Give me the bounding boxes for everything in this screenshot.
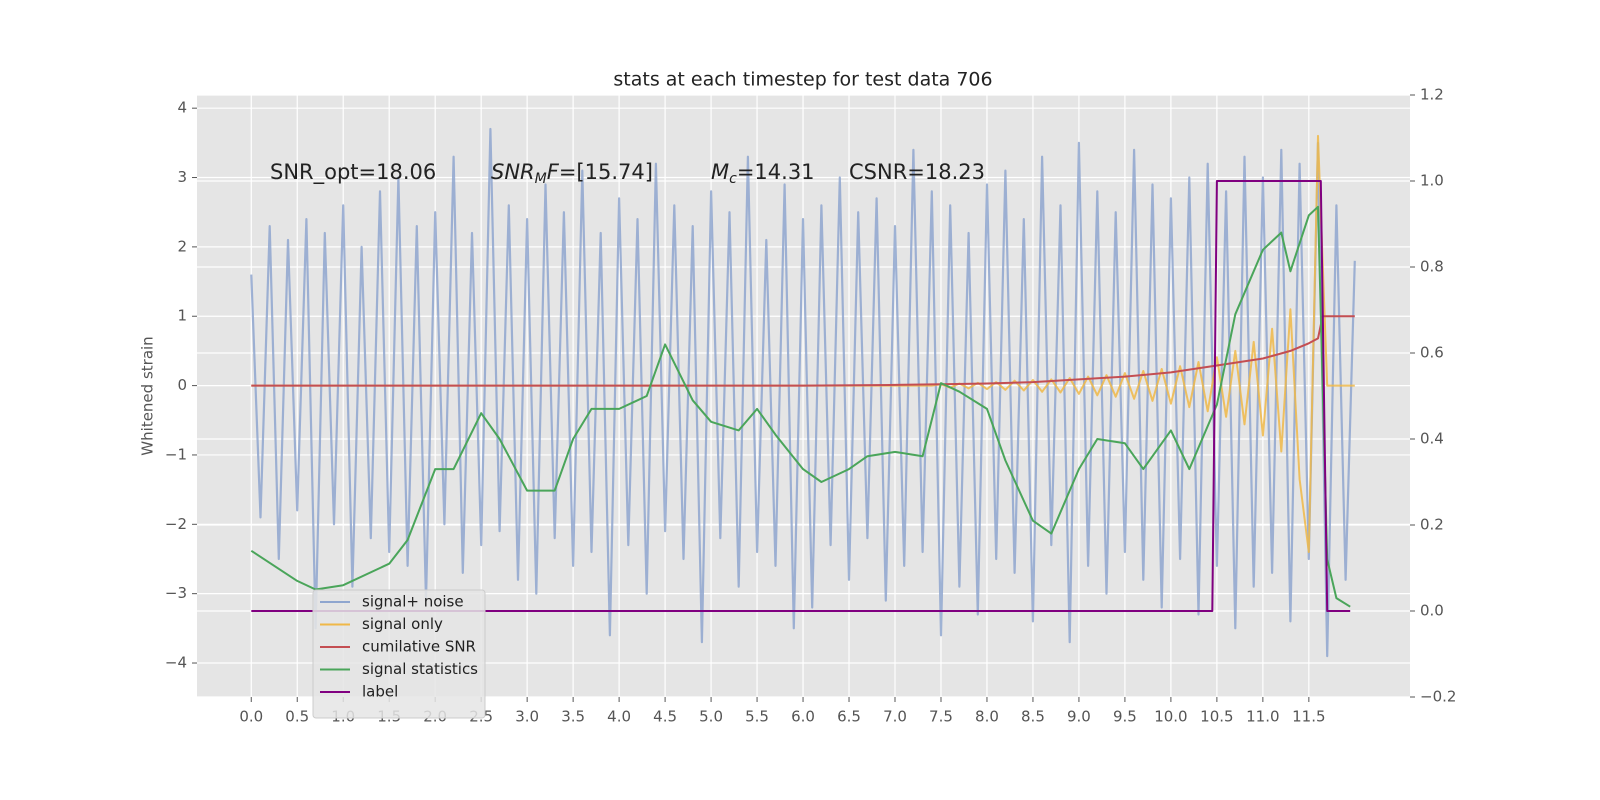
annotations: SNR_opt=18.06 SNRMF=[15.74] Mc=14.31 CSNR=1… xyxy=(270,160,985,187)
legend: signal+ noise signal only cumilative SNR si… xyxy=(312,589,486,719)
x-tick-label: 6.0 xyxy=(791,708,815,726)
y-tick-label: 3 xyxy=(177,168,187,186)
series-line xyxy=(251,315,1355,387)
x-tick-label: 7.0 xyxy=(883,708,907,726)
y-tick-label: −2 xyxy=(165,515,187,533)
x-tick-label: 9.0 xyxy=(1067,708,1091,726)
annotation-text: SNR_opt=18.06 xyxy=(270,160,436,185)
x-tick-label: 5.0 xyxy=(699,708,723,726)
y2-tick-label: 1.0 xyxy=(1420,172,1444,190)
y2-tick-label: 0.2 xyxy=(1420,516,1444,534)
annotation-text: F xyxy=(547,160,560,184)
annotation: SNRMF=[15.74] xyxy=(491,160,653,187)
y2-tick-label: 0.8 xyxy=(1420,258,1444,276)
y2-tick-label: −0.2 xyxy=(1420,688,1456,706)
legend-box xyxy=(312,589,486,719)
annotation-sub: c xyxy=(729,171,737,187)
x-tick-label: 5.5 xyxy=(745,708,769,726)
legend-label: signal+ noise xyxy=(362,593,464,611)
chart-title: stats at each timestep for test data 706 xyxy=(613,69,992,91)
x-tick-label: 3.0 xyxy=(515,708,539,726)
legend-label: signal only xyxy=(362,615,443,633)
x-tick-label: 4.5 xyxy=(653,708,677,726)
x-tick-label: 0.0 xyxy=(239,708,263,726)
y2-tick-label: 1.2 xyxy=(1420,86,1444,104)
y-tick-label: 4 xyxy=(177,99,187,117)
y2-tick-label: 0.4 xyxy=(1420,430,1444,448)
ticks: 0.00.51.01.52.02.53.03.54.04.55.05.56.06… xyxy=(165,86,1457,726)
plot-lines xyxy=(250,127,1356,658)
annotation-sub: M xyxy=(535,171,547,187)
annotation: Mc=14.31 xyxy=(711,160,815,187)
legend-label: label xyxy=(362,683,398,701)
legend-label: signal statistics xyxy=(362,660,478,678)
y-axis-label: Whitened strain xyxy=(139,336,157,455)
annotation-text: SNR xyxy=(491,160,535,184)
y2-tick-label: 0.0 xyxy=(1420,602,1444,620)
annotation: SNR_opt=18.06 xyxy=(270,160,436,185)
x-tick-label: 11.5 xyxy=(1292,708,1325,726)
x-tick-label: 3.5 xyxy=(561,708,585,726)
annotation-text: M xyxy=(711,160,729,184)
y-tick-label: 1 xyxy=(177,307,187,325)
x-tick-label: 0.5 xyxy=(285,708,309,726)
series-line xyxy=(251,180,1351,612)
y-tick-label: −1 xyxy=(165,445,187,463)
annotation-text: =14.31 xyxy=(737,160,815,184)
x-tick-label: 9.5 xyxy=(1113,708,1137,726)
legend-label: cumilative SNR xyxy=(362,638,476,656)
series-line xyxy=(250,205,1351,608)
x-tick-label: 10.0 xyxy=(1154,708,1187,726)
x-tick-label: 4.0 xyxy=(607,708,631,726)
series-line xyxy=(250,127,1356,658)
annotation-text: =[15.74] xyxy=(559,160,653,184)
y-tick-label: −4 xyxy=(165,654,187,672)
y-tick-label: 2 xyxy=(177,237,187,255)
annotation-text: CSNR=18.23 xyxy=(849,160,985,184)
x-tick-label: 7.5 xyxy=(929,708,953,726)
y-tick-label: 0 xyxy=(177,376,187,394)
y-tick-label: −3 xyxy=(165,584,187,602)
x-tick-label: 8.0 xyxy=(975,708,999,726)
x-tick-label: 10.5 xyxy=(1200,708,1233,726)
x-tick-label: 6.5 xyxy=(837,708,861,726)
x-tick-label: 8.5 xyxy=(1021,708,1045,726)
y2-tick-label: 0.6 xyxy=(1420,344,1444,362)
x-tick-label: 11.0 xyxy=(1246,708,1279,726)
annotation: CSNR=18.23 xyxy=(849,160,985,184)
